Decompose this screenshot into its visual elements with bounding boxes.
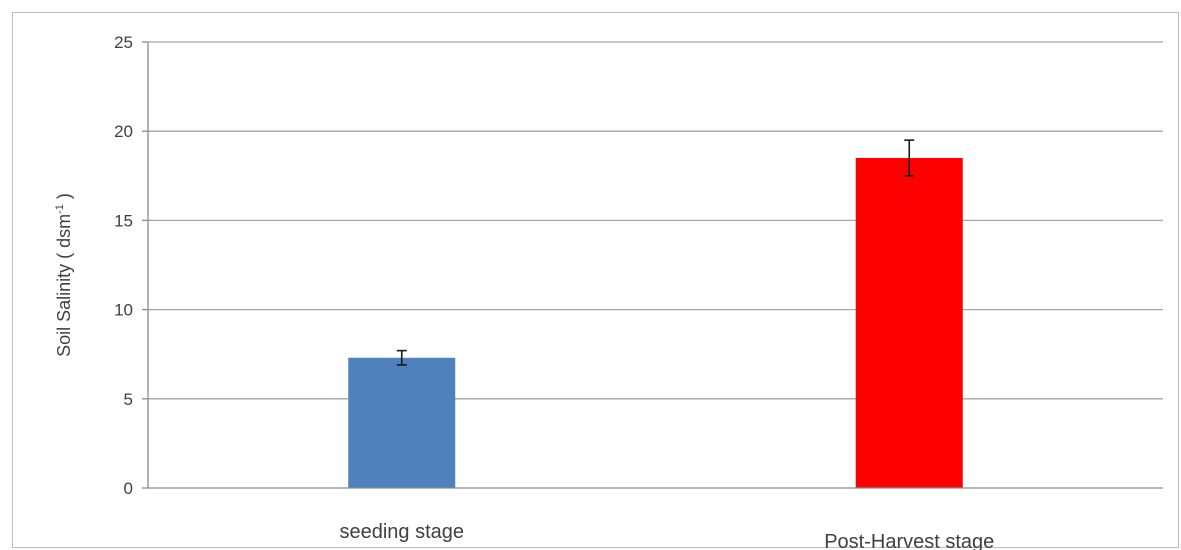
y-tick-label: 5: [124, 390, 133, 409]
y-tick-label: 15: [114, 211, 133, 230]
x-axis-category-labels: seeding stage Post-Harvest stage: [339, 521, 994, 550]
gridlines: [148, 41, 1163, 400]
y-axis-tick-labels: 0 5 10 15 20 25: [114, 33, 148, 498]
chart-frame: [12, 12, 1179, 548]
x-category-label: Post-Harvest stage: [824, 531, 994, 550]
y-tick-label: 0: [124, 479, 133, 498]
bar-post-harvest-stage: [855, 157, 963, 488]
y-axis-title-main: Soil Salinity ( dsm: [54, 214, 74, 357]
bar-seeding-stage: [348, 357, 456, 488]
y-tick-label: 25: [114, 33, 133, 52]
bars: [348, 157, 963, 488]
x-category-label: seeding stage: [339, 521, 464, 543]
y-tick-label: 10: [114, 301, 133, 320]
y-tick-label: 20: [114, 122, 133, 141]
error-bars: [396, 139, 915, 366]
y-axis-title-superscript: -1: [54, 204, 66, 214]
y-axis-title-end: ): [54, 193, 74, 204]
y-axis-title: Soil Salinity ( dsm-1 ): [54, 193, 74, 357]
